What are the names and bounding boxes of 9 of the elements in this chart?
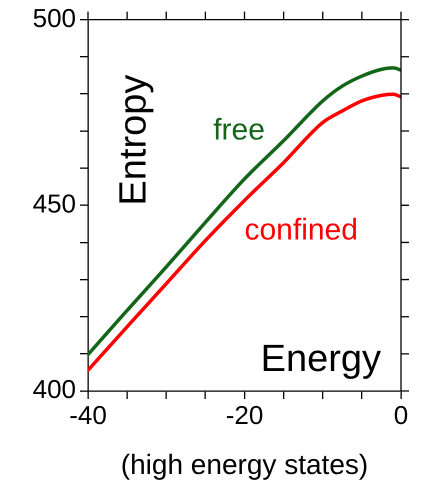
y-axis-title: Entropy — [112, 74, 154, 206]
text: (high energy states) — [120, 448, 368, 480]
series-label: confined — [244, 214, 358, 247]
x-axis-title: Energy — [260, 338, 381, 380]
series-label: free — [213, 113, 265, 146]
y-tick-label: 450 — [32, 188, 76, 218]
x-tick-label: 0 — [394, 400, 408, 430]
x-tick-label: -20 — [226, 400, 264, 430]
y-tick-label: 500 — [32, 2, 76, 33]
